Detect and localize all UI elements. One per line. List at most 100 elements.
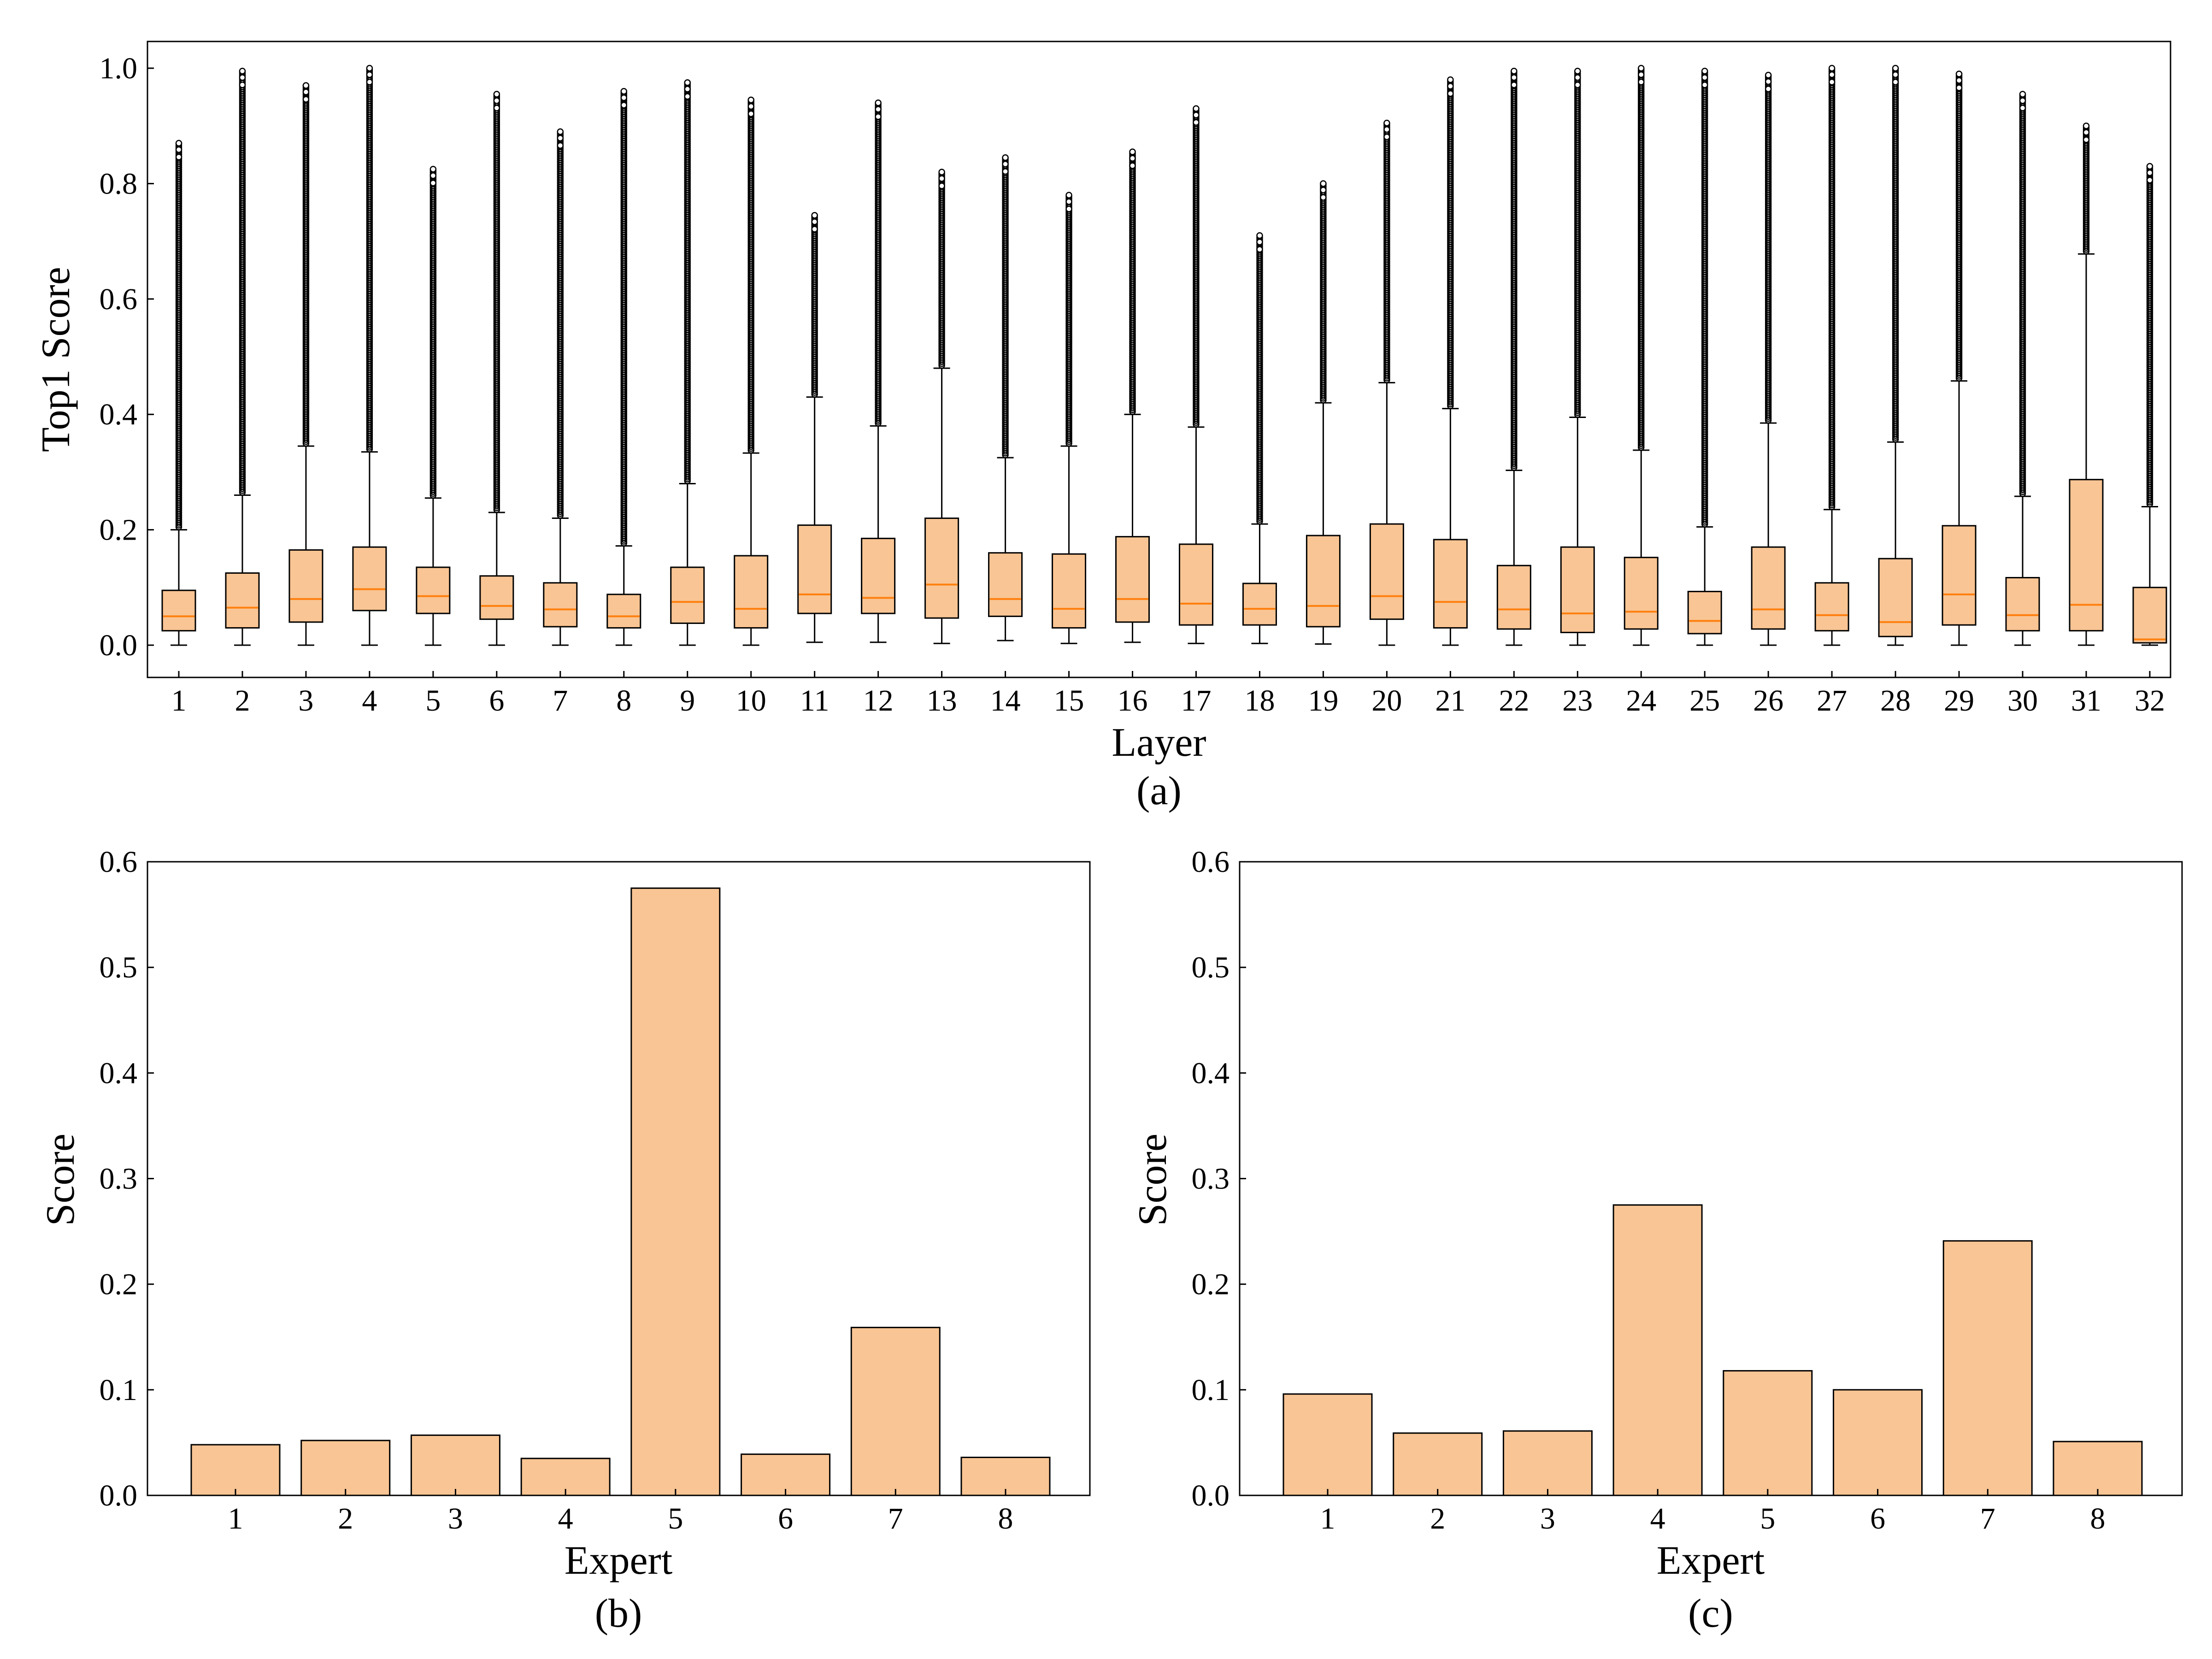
outlier-point (1638, 65, 1645, 72)
outlier-point (1574, 74, 1581, 81)
outlier-points (747, 96, 754, 454)
iqr-box (1496, 565, 1531, 630)
outlier-point (875, 113, 882, 120)
outlier-point (557, 128, 564, 135)
outlier-point (938, 182, 945, 189)
box-layer-10 (734, 96, 769, 646)
iqr-box (924, 518, 959, 619)
outlier-point (1511, 74, 1518, 81)
outlier-point (1701, 82, 1708, 88)
outlier-points (620, 88, 628, 547)
outlier-point (620, 88, 628, 95)
outlier-point (875, 99, 882, 106)
iqr-box (225, 572, 260, 629)
outlier-point (493, 91, 500, 98)
outlier-point (239, 68, 246, 75)
outlier-point (620, 94, 628, 101)
outlier-point (684, 79, 691, 86)
outlier-point (1320, 180, 1327, 187)
iqr-box (797, 524, 832, 614)
outlier-point (1511, 68, 1518, 75)
iqr-box (479, 575, 514, 620)
box-layer-9 (670, 79, 705, 646)
outlier-point (1256, 232, 1263, 239)
iqr-box (1560, 546, 1595, 633)
outlier-point (875, 106, 882, 113)
iqr-box (1624, 557, 1659, 630)
outlier-point (1193, 112, 1200, 118)
boxplot-marks (161, 65, 2167, 646)
outlier-point (684, 93, 691, 100)
outlier-point (493, 97, 500, 104)
outlier-point (811, 226, 818, 233)
outlier-point (1256, 246, 1263, 253)
outlier-point (429, 179, 437, 187)
box-layer-4 (352, 65, 387, 646)
outlier-point (1129, 155, 1136, 162)
outlier-points (239, 68, 246, 496)
outlier-point (938, 175, 945, 182)
outlier-point (1256, 238, 1263, 246)
outlier-point (1701, 68, 1708, 75)
outlier-point (1701, 74, 1708, 81)
outlier-points (811, 212, 818, 398)
outlier-point (175, 140, 182, 147)
outlier-point (1193, 119, 1200, 126)
iqr-box (161, 589, 196, 632)
outlier-point (747, 103, 754, 110)
iqr-box (416, 566, 451, 614)
outlier-point (175, 146, 182, 153)
outlier-point (557, 142, 564, 149)
outlier-point (429, 172, 437, 179)
outlier-point (811, 218, 818, 225)
outlier-point (1447, 76, 1454, 83)
outlier-point (1002, 160, 1009, 168)
outlier-point (1065, 192, 1072, 199)
outlier-points (493, 91, 500, 513)
outlier-point (684, 86, 691, 93)
outlier-points (366, 65, 373, 453)
box-layer-2 (225, 68, 260, 646)
iqr-box (1687, 591, 1722, 635)
outlier-point (938, 169, 945, 176)
outlier-point (493, 105, 500, 112)
outlier-point (1638, 71, 1645, 78)
iqr-box (606, 594, 641, 629)
outlier-points (175, 140, 182, 530)
box-layer-11 (797, 212, 832, 643)
outlier-point (1511, 82, 1518, 88)
iqr-box (861, 537, 896, 614)
iqr-box (1178, 543, 1213, 626)
outlier-points (684, 79, 691, 484)
iqr-box (1115, 536, 1150, 623)
outlier-point (1638, 78, 1645, 86)
outlier-point (1002, 168, 1009, 175)
outlier-point (366, 65, 373, 72)
outlier-point (1383, 119, 1390, 127)
box-layer-1 (161, 140, 196, 646)
outlier-point (1002, 154, 1009, 161)
box-layer-5 (416, 165, 451, 646)
outlier-point (1383, 133, 1390, 141)
outlier-points (938, 169, 945, 369)
iqr-box (988, 552, 1023, 617)
outlier-point (239, 74, 246, 81)
outlier-point (1193, 105, 1200, 112)
outlier-point (1065, 206, 1072, 212)
outlier-points (302, 82, 310, 447)
outlier-points (557, 128, 564, 519)
iqr-box (1433, 539, 1468, 629)
outlier-point (1383, 126, 1390, 133)
box-layer-6 (479, 91, 514, 646)
outlier-point (239, 82, 246, 88)
outlier-point (1574, 68, 1581, 75)
outlier-point (1129, 162, 1136, 169)
iqr-box (1306, 535, 1341, 628)
iqr-box (288, 549, 324, 623)
outlier-point (811, 212, 818, 219)
outlier-point (1320, 187, 1327, 194)
outlier-points (429, 165, 437, 499)
outlier-point (1129, 148, 1136, 155)
box-layer-7 (543, 128, 578, 646)
